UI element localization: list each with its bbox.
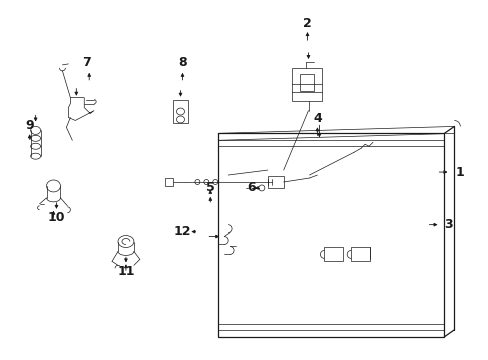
- Text: 6: 6: [247, 181, 256, 194]
- Text: 2: 2: [303, 17, 311, 30]
- Text: 9: 9: [25, 119, 34, 132]
- Bar: [218, 133, 444, 337]
- Bar: [172, 100, 188, 123]
- Text: 8: 8: [178, 57, 186, 69]
- Text: 7: 7: [81, 57, 90, 69]
- Text: 1: 1: [455, 166, 464, 179]
- Text: 4: 4: [312, 112, 321, 125]
- Bar: [164, 178, 172, 186]
- Bar: [267, 176, 283, 188]
- Text: 3: 3: [443, 218, 452, 231]
- Bar: [350, 247, 369, 261]
- Text: 5: 5: [205, 181, 214, 194]
- Text: 10: 10: [48, 211, 65, 224]
- Bar: [324, 247, 343, 261]
- Text: 11: 11: [117, 265, 134, 278]
- Text: 12: 12: [173, 225, 191, 238]
